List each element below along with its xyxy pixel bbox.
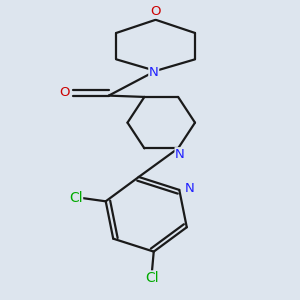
Text: N: N xyxy=(149,66,159,79)
Text: O: O xyxy=(60,86,70,99)
Text: N: N xyxy=(175,148,185,161)
Text: N: N xyxy=(185,182,195,195)
Text: O: O xyxy=(150,5,161,18)
Text: Cl: Cl xyxy=(69,191,82,205)
Text: Cl: Cl xyxy=(145,271,159,285)
